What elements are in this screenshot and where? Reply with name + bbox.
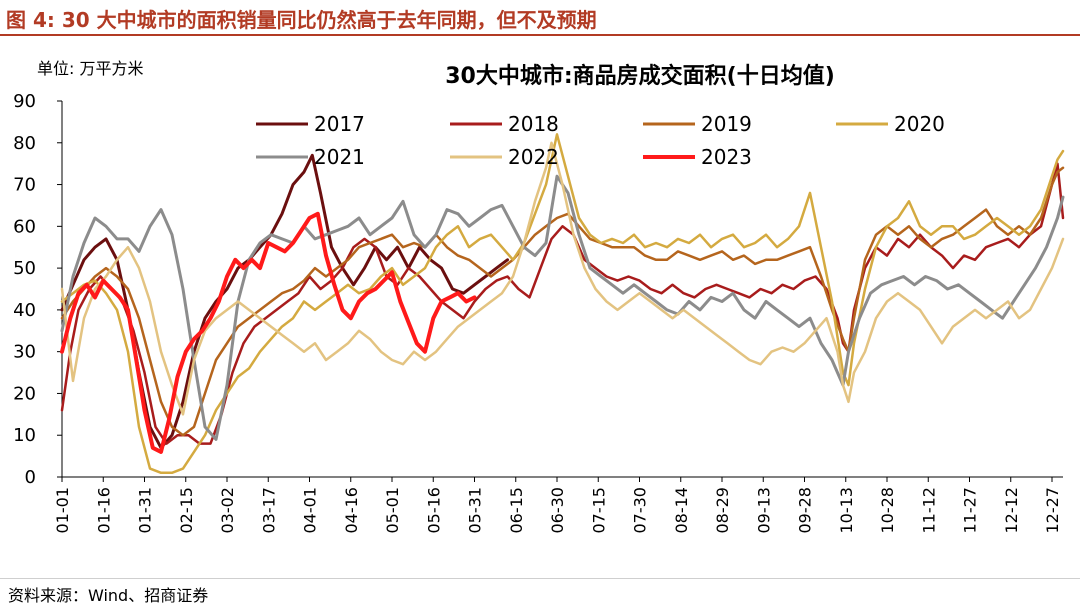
y-tick-label: 30 bbox=[13, 342, 36, 363]
x-tick-label: 01-16 bbox=[94, 487, 113, 534]
legend-label-2018: 2018 bbox=[508, 112, 559, 136]
x-tick-label: 07-30 bbox=[631, 487, 650, 534]
series-line-2020 bbox=[60, 133, 1065, 475]
figure-title: 图 4: 30 大中城市的面积销量同比仍然高于去年同期，但不及预期 bbox=[6, 8, 597, 32]
series-line-2022 bbox=[60, 141, 1065, 416]
legend-label-2023: 2023 bbox=[701, 145, 752, 169]
x-tick-label: 04-01 bbox=[301, 487, 320, 534]
y-tick-label: 20 bbox=[13, 383, 36, 404]
y-tick-label: 70 bbox=[13, 175, 36, 196]
series-line-2021 bbox=[60, 174, 1065, 441]
legend-label-2021: 2021 bbox=[314, 145, 365, 169]
title-rule bbox=[0, 34, 1080, 36]
x-tick-label: 05-01 bbox=[383, 487, 402, 534]
unit-label: 单位: 万平方米 bbox=[37, 59, 144, 78]
x-tick-label: 10-28 bbox=[878, 487, 897, 534]
y-tick-label: 80 bbox=[13, 133, 36, 154]
legend-label-2017: 2017 bbox=[314, 112, 365, 136]
x-tick-label: 08-29 bbox=[713, 487, 732, 534]
y-tick-label: 40 bbox=[13, 300, 36, 321]
x-tick-label: 07-15 bbox=[589, 487, 608, 534]
series-lines bbox=[60, 133, 1065, 475]
x-tick-label: 11-27 bbox=[961, 487, 980, 534]
x-tick-label: 01-01 bbox=[53, 487, 72, 534]
x-tick-label: 12-27 bbox=[1043, 487, 1062, 534]
x-tick-label: 03-17 bbox=[259, 487, 278, 534]
x-tick-label: 12-12 bbox=[1002, 487, 1021, 534]
axes: 0 10 20 30 40 50 60 70 80 90 01-01 01-16 01-31 02-15 0… bbox=[13, 91, 1063, 534]
legend-label-2019: 2019 bbox=[701, 112, 752, 136]
x-tick-label: 09-13 bbox=[754, 487, 773, 534]
x-tick-label: 10-13 bbox=[837, 487, 856, 534]
x-tick-label: 05-16 bbox=[424, 487, 443, 534]
x-tick-label: 06-30 bbox=[548, 487, 567, 534]
x-tick-label: 01-31 bbox=[136, 487, 155, 534]
y-tick-label: 90 bbox=[13, 91, 36, 112]
source-rule bbox=[0, 578, 1080, 579]
x-tick-label: 08-14 bbox=[672, 487, 691, 534]
y-tick-label: 10 bbox=[13, 425, 36, 446]
x-tick-label: 04-16 bbox=[342, 487, 361, 534]
y-tick-label: 60 bbox=[13, 216, 36, 237]
legend: 2017 2018 2019 2020 2021 2022 2023 bbox=[256, 112, 945, 169]
x-tick-label: 05-31 bbox=[466, 487, 485, 534]
x-tick-label: 06-15 bbox=[507, 487, 526, 534]
x-tick-label: 09-28 bbox=[796, 487, 815, 534]
source-note: 资料来源：Wind、招商证券 bbox=[8, 586, 209, 605]
chart-title: 30大中城市:商品房成交面积(十日均值) bbox=[445, 64, 835, 89]
y-tick-label: 0 bbox=[25, 467, 36, 488]
series-line-2023 bbox=[60, 211, 477, 454]
line-chart: 0 10 20 30 40 50 60 70 80 90 01-01 01-16 01-31 02-15 0… bbox=[13, 91, 1065, 534]
legend-label-2020: 2020 bbox=[894, 112, 945, 136]
legend-label-2022: 2022 bbox=[508, 145, 559, 169]
x-tick-label: 03-02 bbox=[218, 487, 237, 534]
x-tick-label: 11-12 bbox=[919, 487, 938, 534]
y-tick-label: 50 bbox=[13, 258, 36, 279]
x-tick-label: 02-15 bbox=[177, 487, 196, 534]
